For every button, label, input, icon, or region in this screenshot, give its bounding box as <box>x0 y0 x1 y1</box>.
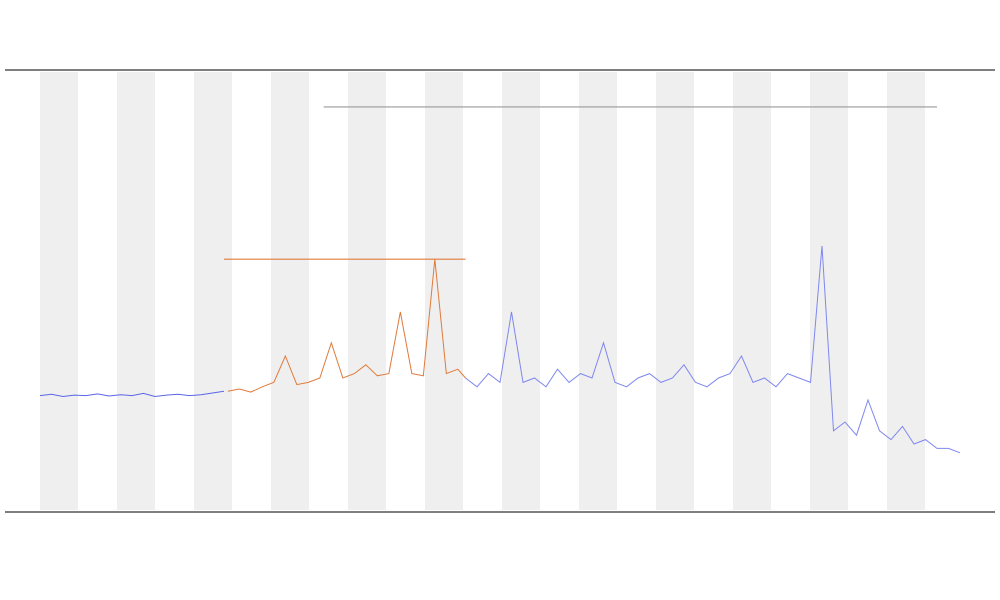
band <box>271 72 309 510</box>
band <box>656 72 694 510</box>
band <box>194 72 232 510</box>
band <box>425 72 463 510</box>
background-bands <box>40 72 925 510</box>
band <box>40 72 78 510</box>
band <box>810 72 848 510</box>
band <box>117 72 155 510</box>
data-line <box>39 390 225 397</box>
band <box>502 72 540 510</box>
band <box>348 72 386 510</box>
band <box>579 72 617 510</box>
band <box>887 72 925 510</box>
data-line <box>465 245 961 454</box>
band <box>733 72 771 510</box>
data-line <box>227 259 466 393</box>
